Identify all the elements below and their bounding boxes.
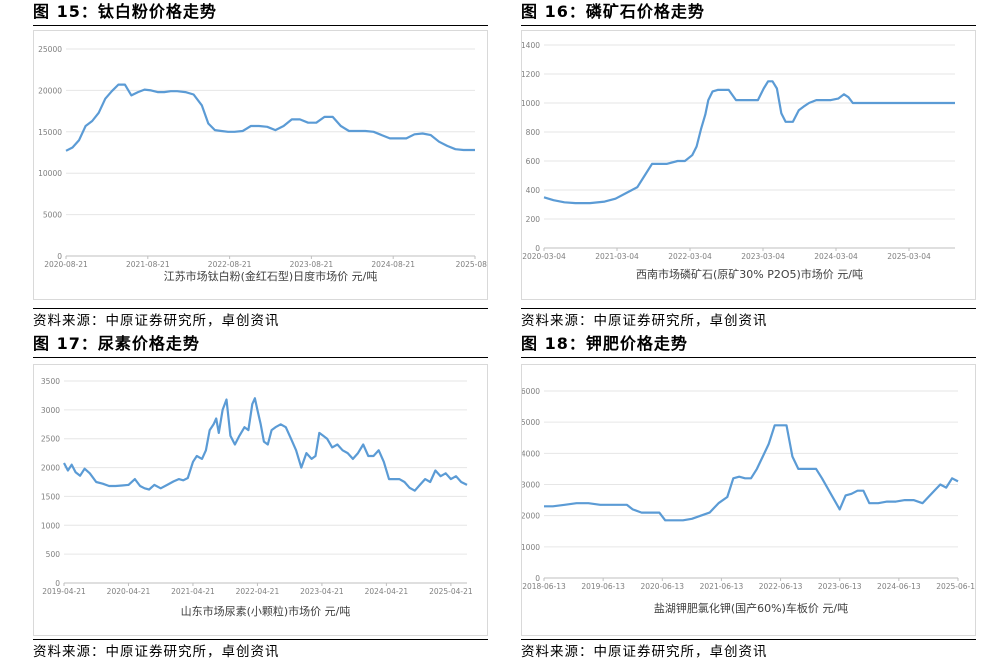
title-rule xyxy=(521,25,976,26)
figure-17: 图 17：尿素价格走势 0 500 1000 1500 2000 2500 3000 3500… xyxy=(33,332,488,664)
y-tick-label: 5000 xyxy=(522,418,540,427)
price-series-line xyxy=(543,80,955,205)
price-series-line xyxy=(63,397,468,492)
y-tick-label: 4000 xyxy=(522,449,540,458)
source-text: 资料来源：中原证券研究所，卓创资讯 xyxy=(33,644,280,660)
x-tick-label: 2024-06-13 xyxy=(877,582,921,591)
chart-area: 0 1000 2000 3000 4000 5000 6000 2018-06-13 2019-… xyxy=(521,364,976,636)
y-tick-label: 3000 xyxy=(522,481,540,490)
x-tick-label: 2020-08-21 xyxy=(44,260,88,269)
figure-18: 图 18：钾肥价格走势 0 1000 2000 3000 4000 5000 6000 201… xyxy=(521,332,976,664)
figure-title: 图 17：尿素价格走势 xyxy=(33,334,200,353)
chart-svg: 0 500 1000 1500 2000 2500 3000 3500 2019-04-21 20… xyxy=(41,377,473,618)
figure-16: 图 16：磷矿石价格走势 0 200 400 600 800 1000 1200 1400 20… xyxy=(521,0,976,336)
y-tick-label: 0 xyxy=(535,244,540,253)
y-tick-label: 0 xyxy=(535,574,540,583)
x-tick-label: 2022-06-13 xyxy=(759,582,803,591)
x-tick-label: 2024-03-04 xyxy=(814,252,858,261)
y-tick-label: 0 xyxy=(57,252,62,261)
chart-area: 0 500 1000 1500 2000 2500 3000 3500 2019-04-21 20… xyxy=(33,364,488,636)
figure-title: 图 16：磷矿石价格走势 xyxy=(521,2,705,21)
y-tick-label: 6000 xyxy=(522,387,540,396)
x-tick-label: 2022-03-04 xyxy=(668,252,712,261)
y-tick-label: 400 xyxy=(526,186,541,195)
x-tick-label: 2023-03-04 xyxy=(741,252,785,261)
source-rule xyxy=(33,639,488,640)
x-tick-label: 2021-04-21 xyxy=(171,587,215,596)
x-tick-label: 2021-08-21 xyxy=(126,260,170,269)
x-tick-label: 2018-06-13 xyxy=(522,582,566,591)
y-tick-label: 5000 xyxy=(43,211,62,220)
x-tick-label: 2022-08-21 xyxy=(208,260,252,269)
x-tick-label: 2025-03-04 xyxy=(887,252,931,261)
y-tick-label: 200 xyxy=(526,215,541,224)
y-tick-label: 1400 xyxy=(522,41,540,50)
x-tick-label: 2022-04-21 xyxy=(236,587,280,596)
chart-svg: 0 5000 10000 15000 20000 25000 2020-08-21 2021-… xyxy=(38,45,487,283)
y-tick-label: 1200 xyxy=(522,70,540,79)
y-tick-label: 1500 xyxy=(41,492,60,501)
source-text: 资料来源：中原证券研究所，卓创资讯 xyxy=(33,313,280,329)
x-tick-label: 2020-04-21 xyxy=(107,587,151,596)
x-tick-label: 2020-03-04 xyxy=(522,252,566,261)
title-rule xyxy=(33,357,488,358)
figure-title: 图 15：钛白粉价格走势 xyxy=(33,2,217,21)
source-text: 资料来源：中原证券研究所，卓创资讯 xyxy=(521,644,768,660)
y-tick-label: 3000 xyxy=(41,406,60,415)
y-tick-label: 25000 xyxy=(38,45,62,54)
y-tick-label: 0 xyxy=(55,579,60,588)
x-tick-label: 2021-06-13 xyxy=(700,582,744,591)
source-rule xyxy=(521,308,976,309)
source-rule xyxy=(521,639,976,640)
y-tick-label: 2000 xyxy=(41,464,60,473)
x-axis-label: 盐湖钾肥氯化钾(国产60%)车板价 元/吨 xyxy=(654,601,848,615)
x-tick-label: 2023-06-13 xyxy=(818,582,862,591)
y-tick-label: 10000 xyxy=(38,169,62,178)
y-tick-label: 3500 xyxy=(41,377,60,386)
x-axis-label: 西南市场磷矿石(原矿30% P2O5)市场价 元/吨 xyxy=(636,267,863,281)
figure-15: 图 15：钛白粉价格走势 0 5000 10000 15000 20000 25000 20… xyxy=(33,0,488,336)
x-tick-label: 2021-03-04 xyxy=(595,252,639,261)
chart-svg: 0 1000 2000 3000 4000 5000 6000 2018-06-13 2019-… xyxy=(522,387,975,615)
x-tick-label: 2023-08-21 xyxy=(290,260,334,269)
x-tick-label: 2024-08-21 xyxy=(371,260,415,269)
x-tick-label: 2019-04-21 xyxy=(42,587,86,596)
chart-svg: 0 200 400 600 800 1000 1200 1400 2020-03-04 2021-… xyxy=(522,41,955,281)
title-rule xyxy=(521,357,976,358)
y-tick-label: 2500 xyxy=(41,435,60,444)
x-tick-label: 2020-06-13 xyxy=(640,582,684,591)
x-tick-label: 2019-06-13 xyxy=(581,582,625,591)
y-tick-label: 1000 xyxy=(41,521,60,530)
x-tick-label: 2025-08-2 xyxy=(456,260,487,269)
y-tick-label: 800 xyxy=(526,128,541,137)
x-tick-label: 2025-06-13 xyxy=(936,582,975,591)
y-tick-label: 20000 xyxy=(38,86,62,95)
chart-area: 0 5000 10000 15000 20000 25000 2020-08-21 2021-… xyxy=(33,30,488,300)
y-tick-label: 15000 xyxy=(38,128,62,137)
x-axis-label: 山东市场尿素(小颗粒)市场价 元/吨 xyxy=(181,604,351,618)
price-series-line xyxy=(544,424,959,522)
y-tick-label: 1000 xyxy=(522,99,540,108)
title-rule xyxy=(33,25,488,26)
x-tick-label: 2024-04-21 xyxy=(365,587,409,596)
x-tick-label: 2023-04-21 xyxy=(300,587,344,596)
y-tick-label: 2000 xyxy=(522,512,540,521)
x-axis-label: 江苏市场钛白粉(金红石型)日度市场价 元/吨 xyxy=(164,269,378,283)
source-rule xyxy=(33,308,488,309)
source-text: 资料来源：中原证券研究所，卓创资讯 xyxy=(521,313,768,329)
chart-area: 0 200 400 600 800 1000 1200 1400 2020-03-04 2021-… xyxy=(521,30,976,300)
y-tick-label: 500 xyxy=(46,550,61,559)
y-tick-label: 600 xyxy=(526,157,541,166)
price-series-line xyxy=(65,83,475,152)
x-tick-label: 2025-04-21 xyxy=(429,587,473,596)
figure-title: 图 18：钾肥价格走势 xyxy=(521,334,688,353)
y-tick-label: 1000 xyxy=(522,543,540,552)
